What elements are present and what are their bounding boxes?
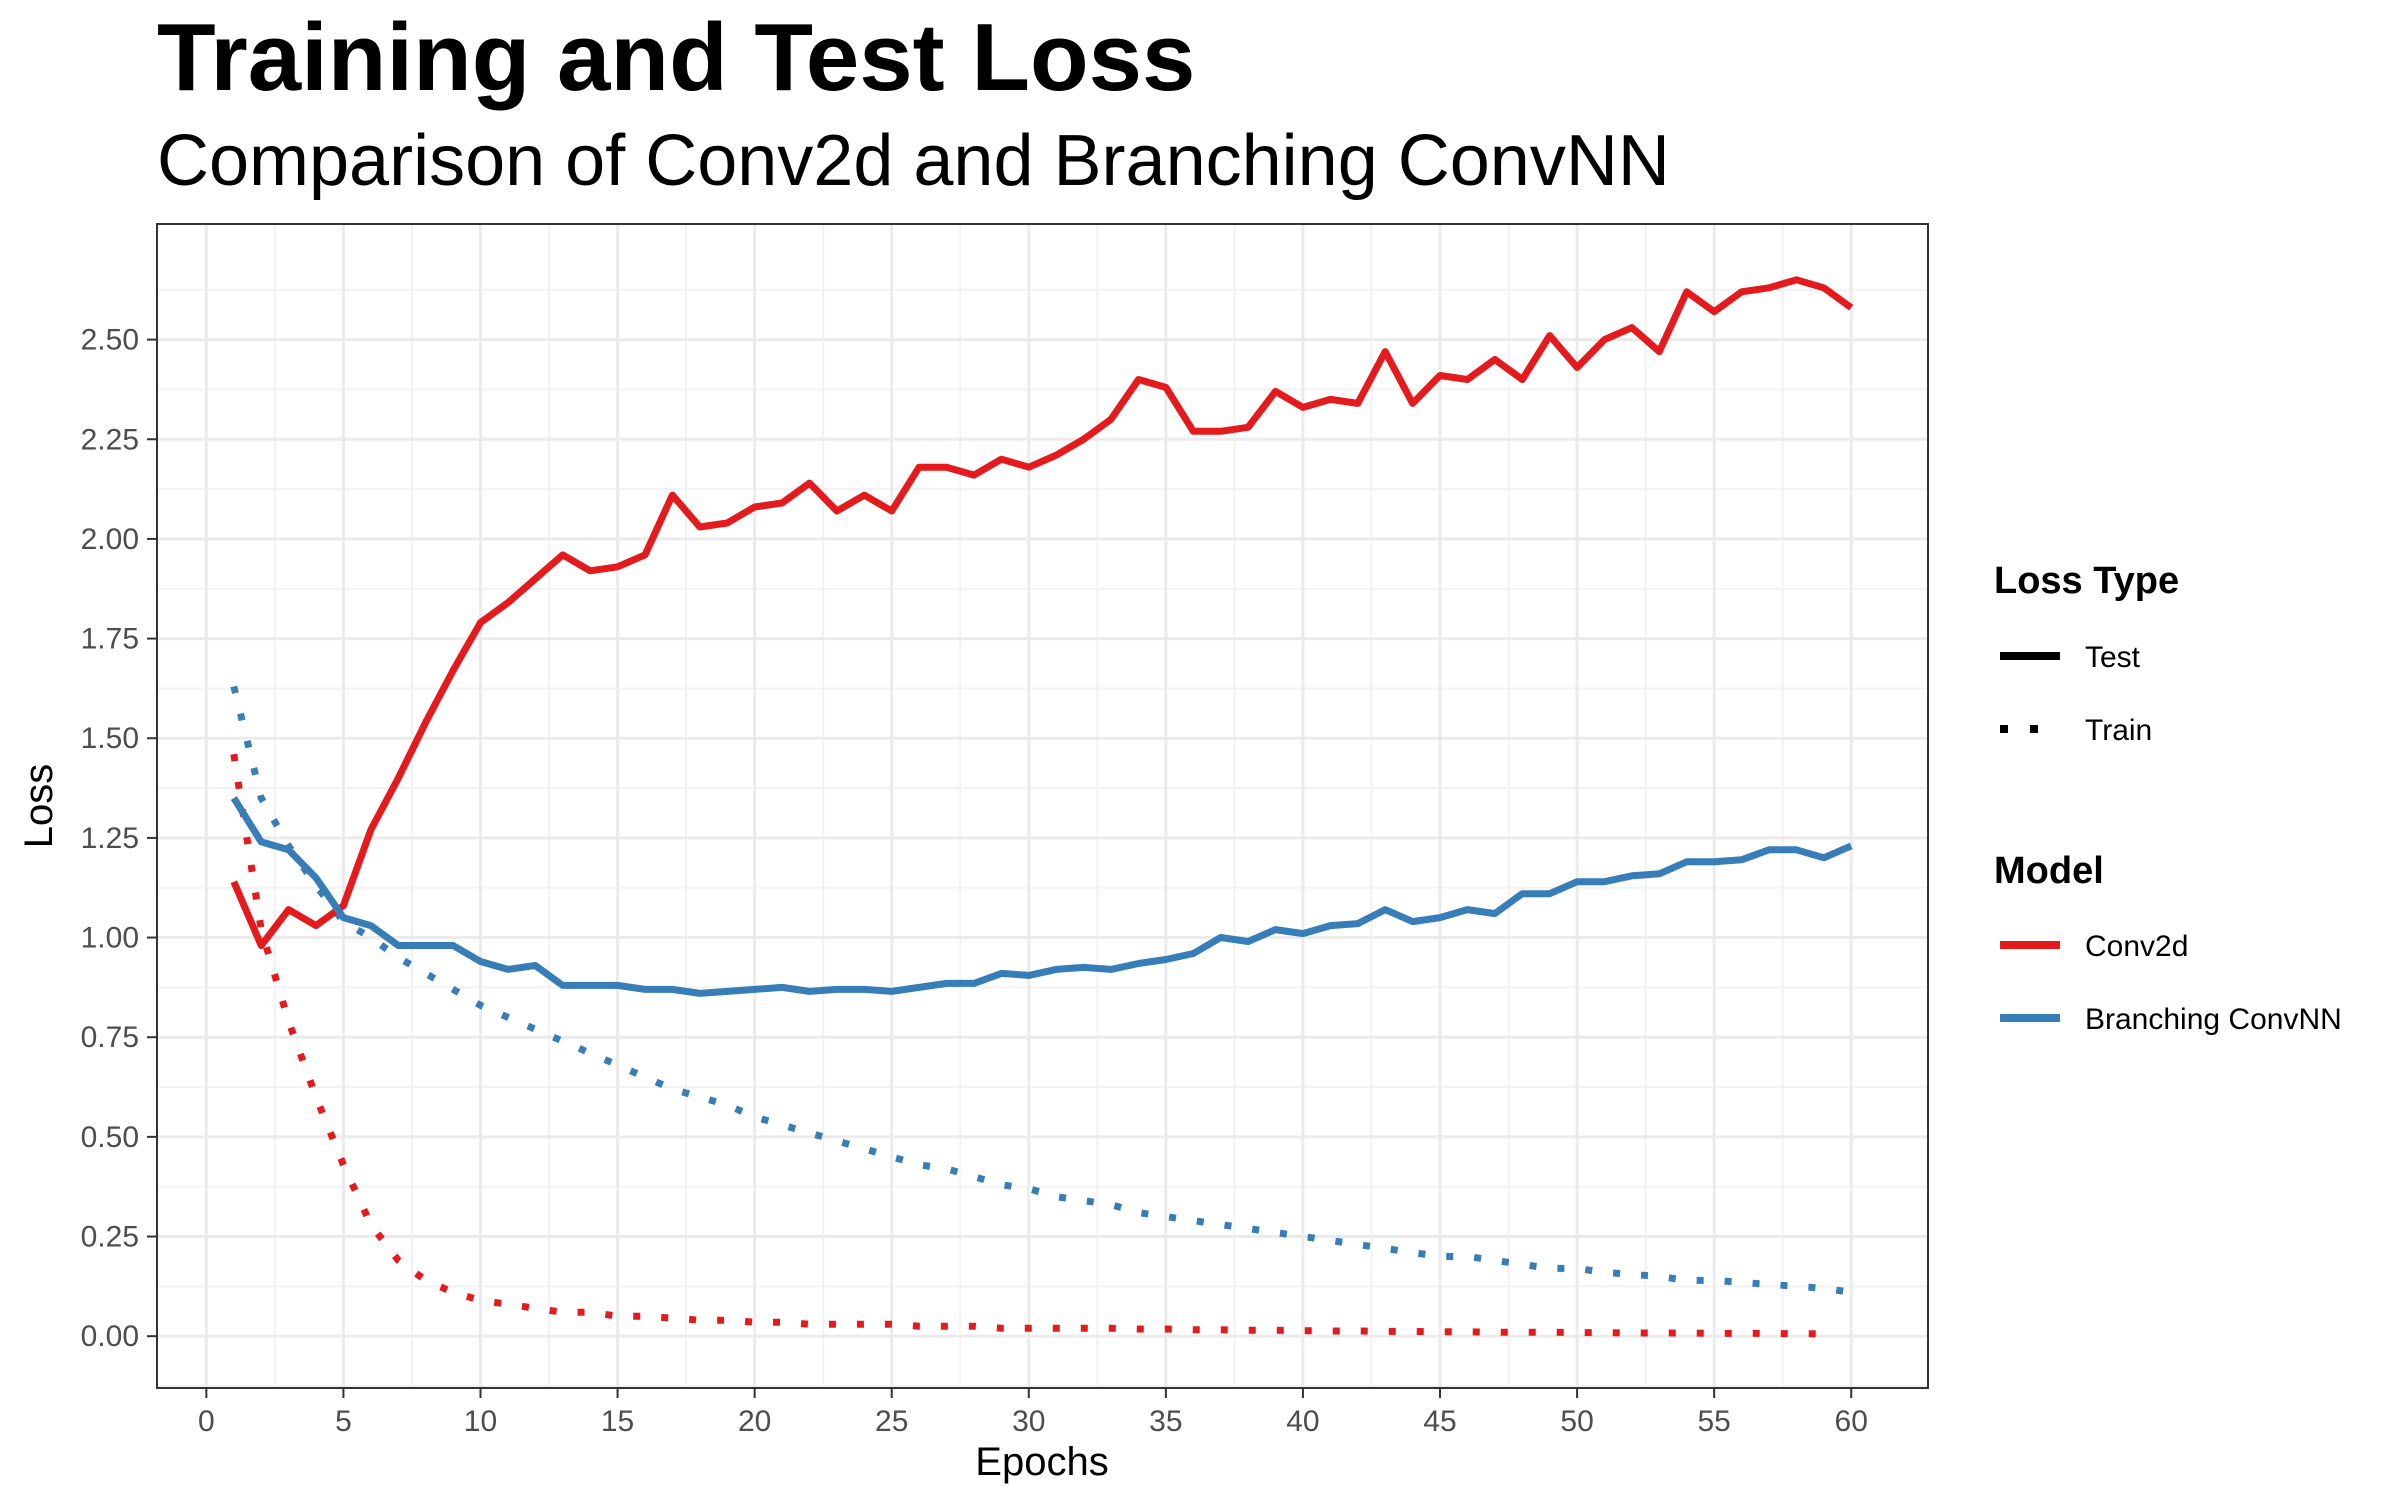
y-tick-label: 2.50 xyxy=(81,324,139,357)
legend-title-loss-type: Loss Type xyxy=(1994,560,2179,602)
legend-title-model: Model xyxy=(1994,850,2104,892)
x-tick-label: 50 xyxy=(1560,1405,1593,1438)
x-tick-label: 20 xyxy=(738,1405,771,1438)
x-tick-label: 60 xyxy=(1835,1405,1868,1438)
series-line-conv2d-train xyxy=(230,753,1824,1338)
y-tick-label: 1.50 xyxy=(81,722,139,755)
x-tick-label: 10 xyxy=(464,1405,497,1438)
x-axis-ticks: 0 5 10 15 20 25 30 35 40 45 50 55 60 xyxy=(198,1388,1868,1438)
legend-label-test: Test xyxy=(2085,641,2141,674)
y-tick-label: 0.75 xyxy=(81,1021,139,1054)
legend-label-branching-convnn: Branching ConvNN xyxy=(2085,1003,2342,1036)
x-tick-label: 45 xyxy=(1423,1405,1456,1438)
chart-title: Training and Test Loss xyxy=(157,4,1195,111)
x-tick-label: 25 xyxy=(875,1405,908,1438)
x-tick-label: 15 xyxy=(601,1405,634,1438)
x-tick-label: 55 xyxy=(1697,1405,1730,1438)
y-tick-label: 1.25 xyxy=(81,822,139,855)
y-tick-label: 1.75 xyxy=(81,623,139,656)
plot-border xyxy=(156,223,1929,1389)
chart-subtitle: Comparison of Conv2d and Branching ConvN… xyxy=(157,121,1670,201)
y-tick-label: 1.00 xyxy=(81,922,139,955)
x-axis-label: Epochs xyxy=(975,1440,1108,1484)
series-line-branching-convnn-test xyxy=(230,796,1853,997)
data-series xyxy=(230,276,1854,1338)
x-tick-label: 30 xyxy=(1012,1405,1045,1438)
plot-background xyxy=(157,224,1928,1388)
y-axis-ticks: 0.00 0.25 0.50 0.75 1.00 1.25 1.50 1.75 2.00 2.25… xyxy=(81,324,157,1353)
x-tick-label: 40 xyxy=(1286,1405,1319,1438)
y-axis-label: Loss xyxy=(17,764,61,849)
legend-label-train: Train xyxy=(2085,714,2152,747)
x-tick-label: 0 xyxy=(198,1405,215,1438)
grid-lines xyxy=(157,224,1928,1388)
x-tick-label: 35 xyxy=(1149,1405,1182,1438)
y-tick-label: 0.50 xyxy=(81,1121,139,1154)
y-tick-label: 0.25 xyxy=(81,1221,139,1254)
legend-label-conv2d: Conv2d xyxy=(2085,930,2188,963)
y-tick-label: 2.00 xyxy=(81,523,139,556)
y-tick-label: 0.00 xyxy=(81,1320,139,1353)
x-tick-label: 5 xyxy=(335,1405,352,1438)
y-tick-label: 2.25 xyxy=(81,423,139,456)
series-line-branching-convnn-train xyxy=(230,685,1852,1296)
legend: Loss Type Test Train Model Conv2d Branch… xyxy=(1994,560,2342,1036)
series-line-conv2d-test xyxy=(230,276,1854,949)
